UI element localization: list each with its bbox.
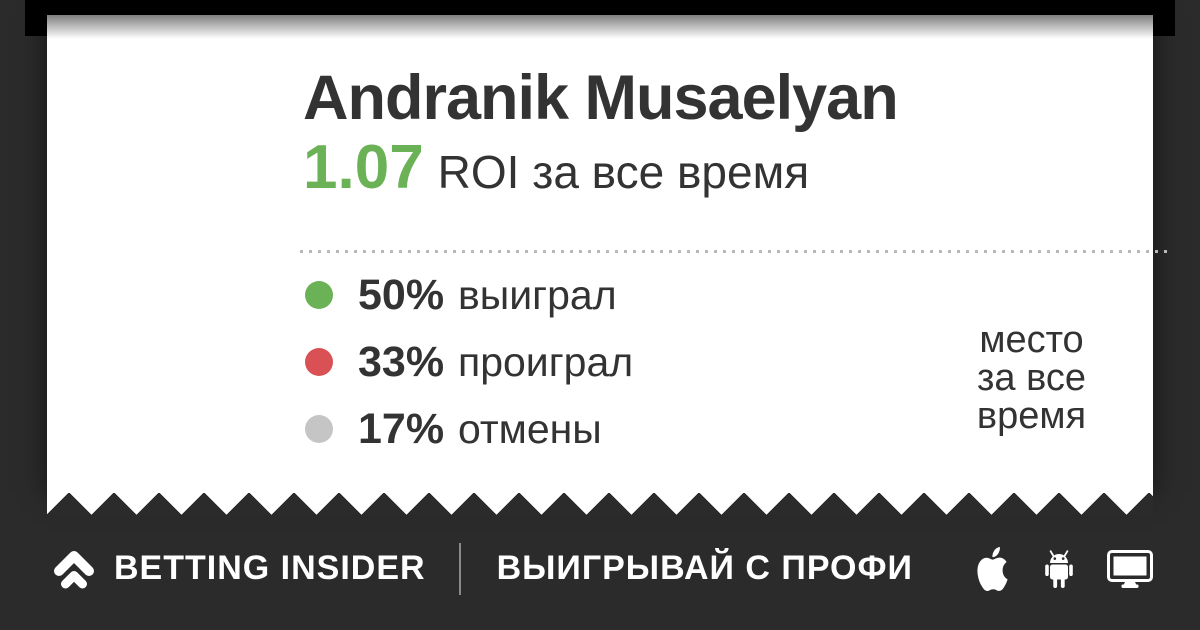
stat-row-won: 50% выиграл [305, 270, 633, 319]
stat-percent: 17% [358, 404, 445, 453]
footer-bar: BETTING INSIDER ВЫИГРЫВАЙ С ПРОФИ [0, 515, 1200, 630]
stat-label: отмены [458, 405, 602, 452]
stat-percent: 33% [358, 337, 445, 386]
profile-card: Andranik Musaelyan 1.07 ROI за все время … [47, 15, 1170, 493]
apple-icon [974, 546, 1011, 591]
stat-percent: 50% [358, 270, 445, 319]
platform-icons [974, 546, 1153, 591]
roi-line: 1.07 ROI за все время [303, 132, 809, 203]
stat-row-lost: 33% проиграл [305, 337, 634, 386]
stat-row-cancelled: 17% отмены [305, 404, 633, 453]
desktop-icon [1107, 549, 1153, 588]
stat-label: проиграл [458, 338, 634, 385]
stats-list: 50% выиграл 33% проиграл 17% отмены [305, 270, 634, 473]
android-icon [1039, 547, 1079, 591]
side-note-line: за все [976, 357, 1086, 399]
stat-dot-gray-icon [305, 415, 333, 443]
dotted-divider [300, 250, 1170, 253]
side-note-line: время [976, 395, 1087, 437]
side-note: место за все время [949, 321, 1114, 435]
roi-value: 1.07 [303, 133, 424, 202]
roi-label: ROI за все время [437, 146, 810, 198]
profile-name: Andranik Musaelyan [303, 63, 899, 133]
zigzag-edge [47, 493, 1153, 515]
stat-label: выиграл [458, 271, 617, 318]
side-note-line: место [979, 319, 1084, 361]
footer-slogan: ВЫИГРЫВАЙ С ПРОФИ [496, 549, 913, 587]
chevrons-up-logo-icon [52, 549, 96, 589]
footer-divider [458, 542, 461, 595]
stat-dot-red-icon [305, 348, 333, 376]
stat-dot-green-icon [305, 281, 333, 309]
brand-name: BETTING INSIDER [114, 549, 426, 587]
